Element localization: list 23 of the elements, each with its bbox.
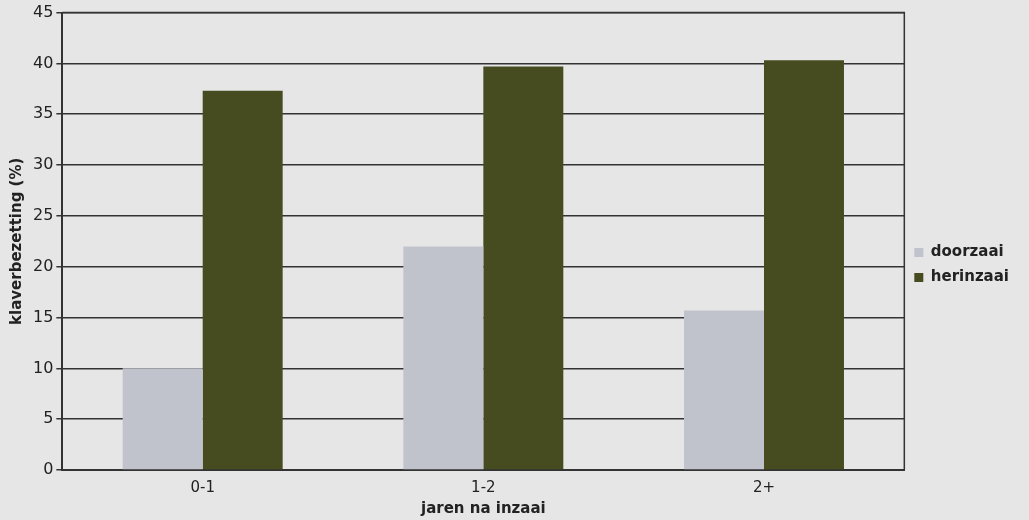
- y-tick-label: 45: [33, 1, 54, 21]
- y-tick-label: 30: [33, 154, 54, 174]
- x-tick-label: 0-1: [190, 477, 215, 496]
- x-tick-label: 1-2: [471, 477, 496, 496]
- x-tick-label: 2+: [752, 477, 776, 496]
- y-tick-label: 5: [43, 408, 54, 428]
- bar: [763, 60, 844, 470]
- legend-label: doorzaai: [930, 242, 1004, 261]
- bar: [483, 66, 564, 470]
- y-tick-label: 0: [43, 459, 54, 479]
- y-tick-label: 10: [33, 357, 54, 377]
- y-tick-label: 25: [33, 205, 54, 225]
- y-tick-label: 20: [33, 255, 54, 275]
- bar: [202, 90, 283, 470]
- y-tick-label: 15: [33, 306, 54, 326]
- legend-label: herinzaai: [930, 267, 1009, 286]
- bar: [684, 310, 764, 470]
- x-axis-title: jaren na inzaai: [419, 498, 546, 517]
- y-axis-title: klaverbezetting (%): [6, 157, 25, 325]
- y-tick-label: 40: [33, 52, 54, 72]
- bar: [122, 368, 203, 470]
- y-tick-label: 35: [33, 103, 54, 123]
- bar: [403, 246, 484, 470]
